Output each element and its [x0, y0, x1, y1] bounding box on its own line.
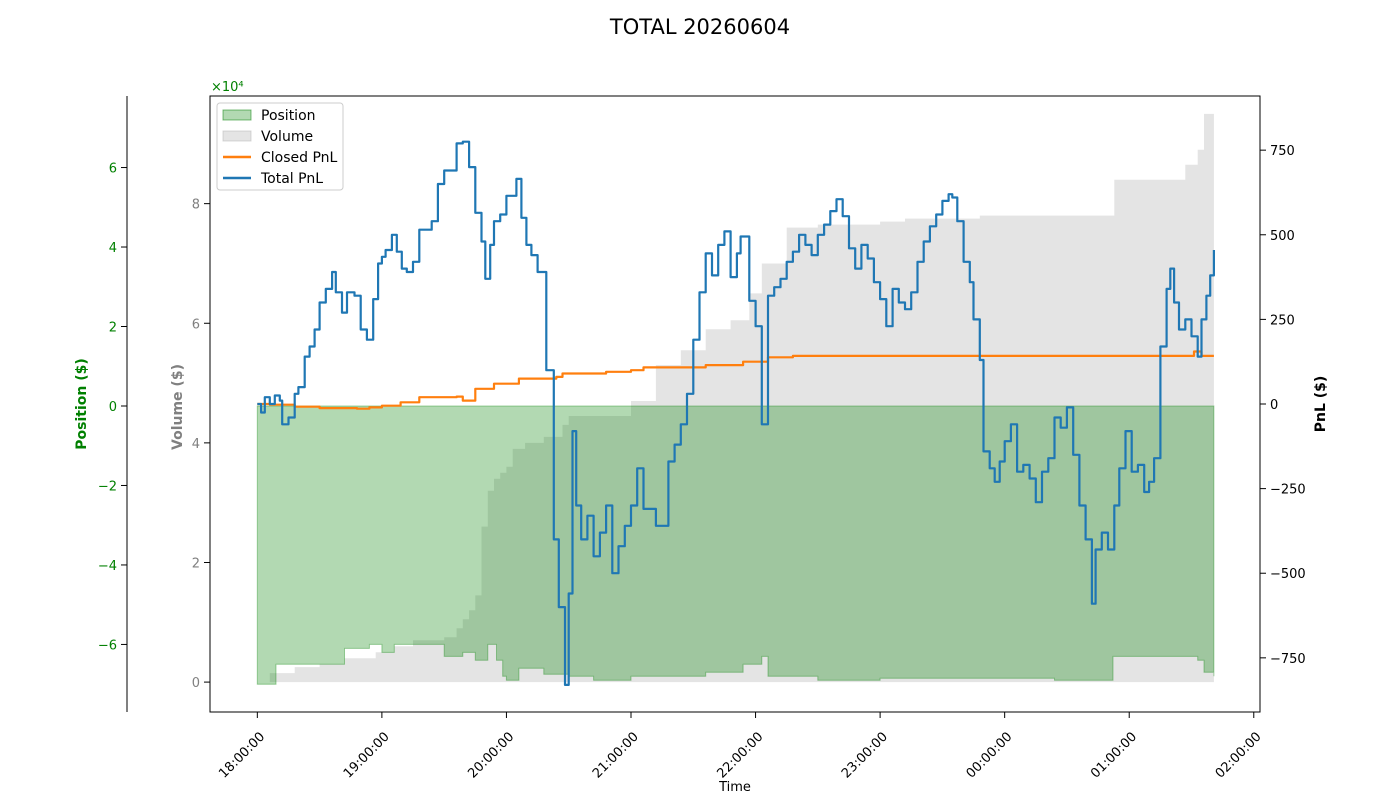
volume-tick-label: 6	[192, 317, 200, 332]
pnl-tick-label: 0	[1270, 398, 1278, 413]
axis-scale-label: ×10⁴	[211, 80, 244, 95]
pnl-tick-label: 750	[1270, 144, 1295, 159]
volume-area-layer	[257, 113, 1214, 683]
position-tick-label: 0	[109, 400, 117, 415]
pnl-tick-label: −500	[1270, 567, 1306, 582]
x-axis-label: Time	[718, 780, 751, 795]
position-area	[256, 405, 1215, 685]
legend-swatch	[222, 109, 252, 121]
volume-tick-label: 4	[192, 437, 200, 452]
pnl-tick-label: 500	[1270, 229, 1295, 244]
x-tick-label: 00:00:00	[964, 730, 1016, 782]
chart-title: TOTAL 20260604	[609, 15, 790, 39]
position-tick-label: −4	[98, 559, 117, 574]
pnl-tick-label: −250	[1270, 483, 1306, 498]
position-tick-label: 2	[109, 321, 117, 336]
pnl-line-layer	[257, 140, 1215, 686]
legend-box	[216, 102, 344, 191]
position-tick-label: −6	[98, 638, 117, 653]
volume-tick-label: 0	[192, 676, 200, 691]
x-tick-label: 19:00:00	[341, 730, 393, 782]
legend-label: Volume	[261, 129, 313, 145]
volume-tick-label: 2	[192, 556, 200, 571]
x-tick-label: 02:00:00	[1213, 730, 1265, 782]
volume-area	[257, 113, 1214, 683]
x-tick-label: 20:00:00	[465, 730, 517, 782]
pnl-tick-label: −750	[1270, 652, 1306, 667]
legend-label: Position	[261, 108, 316, 124]
legend-label: Total PnL	[260, 171, 323, 187]
x-tick-label: 22:00:00	[714, 730, 766, 782]
position-area-layer	[256, 405, 1215, 685]
total-pnl-line	[257, 140, 1215, 686]
position-tick-label: 4	[109, 241, 117, 256]
volume-tick-label: 8	[192, 198, 200, 213]
legend: Position Volume Closed PnL Total PnL	[216, 102, 344, 191]
legend-swatch	[222, 130, 252, 142]
x-tick-label: 01:00:00	[1088, 730, 1140, 782]
position-tick-label: 6	[109, 162, 117, 177]
x-tick-label: 23:00:00	[839, 730, 891, 782]
legend-label: Closed PnL	[261, 150, 338, 166]
position-tick-label: −2	[98, 479, 117, 494]
x-tick-label: 21:00:00	[590, 730, 642, 782]
x-tick-label: 18:00:00	[216, 730, 268, 782]
volume-axis-label: Volume ($)	[170, 364, 186, 450]
closed-pnl-line	[257, 350, 1214, 410]
pnl-tick-label: 250	[1270, 313, 1295, 328]
pnl-axis-label: PnL ($)	[1313, 376, 1329, 433]
position-axis-label: Position ($)	[74, 358, 90, 450]
